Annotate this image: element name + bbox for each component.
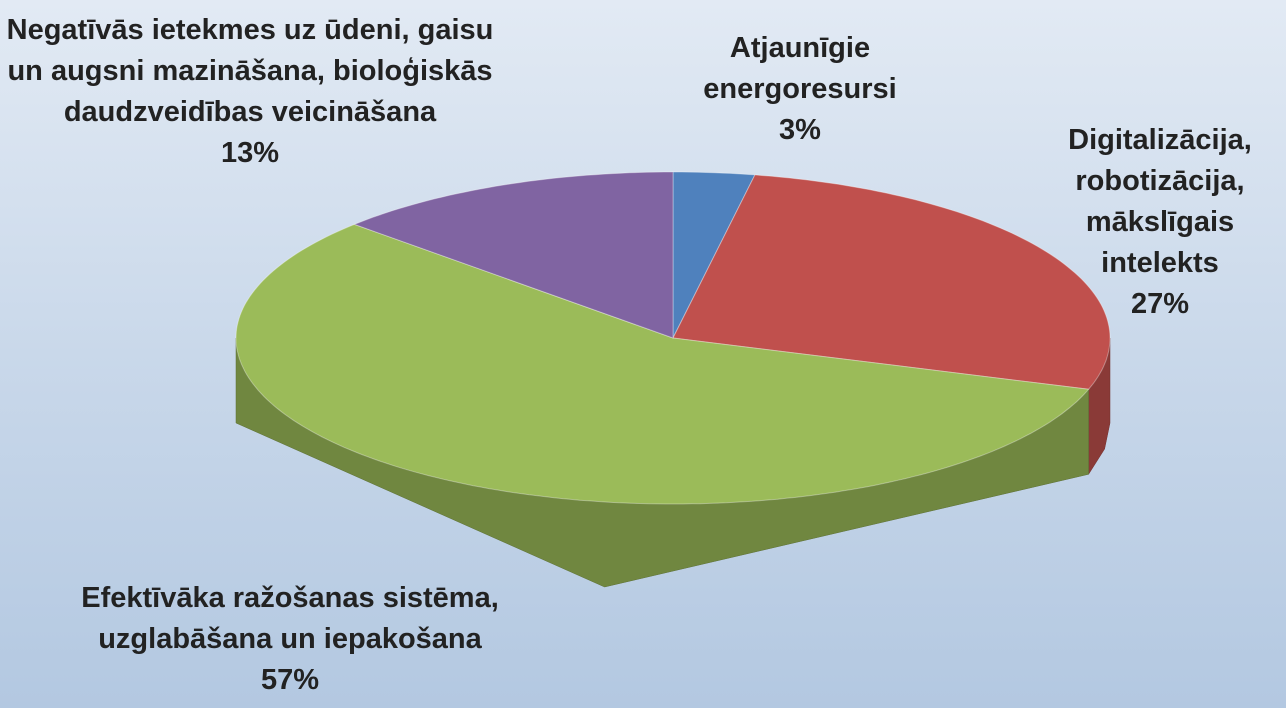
data-label: Efektīvāka ražošanas sistēma, uzglabāšan… xyxy=(10,578,570,701)
slice xyxy=(352,171,674,339)
category-label: Digitalizācija, robotizācija, mākslīgais… xyxy=(1068,124,1252,279)
slice xyxy=(672,171,756,339)
value-label: 57% xyxy=(260,664,320,696)
value-label: 3% xyxy=(779,114,821,146)
category-label: Efektīvāka ražošanas sistēma, uzglabāšan… xyxy=(81,582,499,655)
category-label: Negatīvās ietekmes uz ūdeni, gaisu un au… xyxy=(6,14,494,128)
value-label: 13% xyxy=(220,137,280,169)
slice xyxy=(672,174,1111,390)
value-label: 27% xyxy=(1130,288,1190,320)
slice-side xyxy=(235,337,1089,588)
data-label: Negatīvās ietekmes uz ūdeni, gaisu un au… xyxy=(0,10,500,174)
data-label: Digitalizācija, robotizācija, mākslīgais… xyxy=(1030,120,1286,325)
data-label: Atjaunīgie energoresursi 3% xyxy=(650,28,950,151)
category-label: Atjaunīgie energoresursi xyxy=(703,32,897,105)
slice xyxy=(235,223,1090,505)
